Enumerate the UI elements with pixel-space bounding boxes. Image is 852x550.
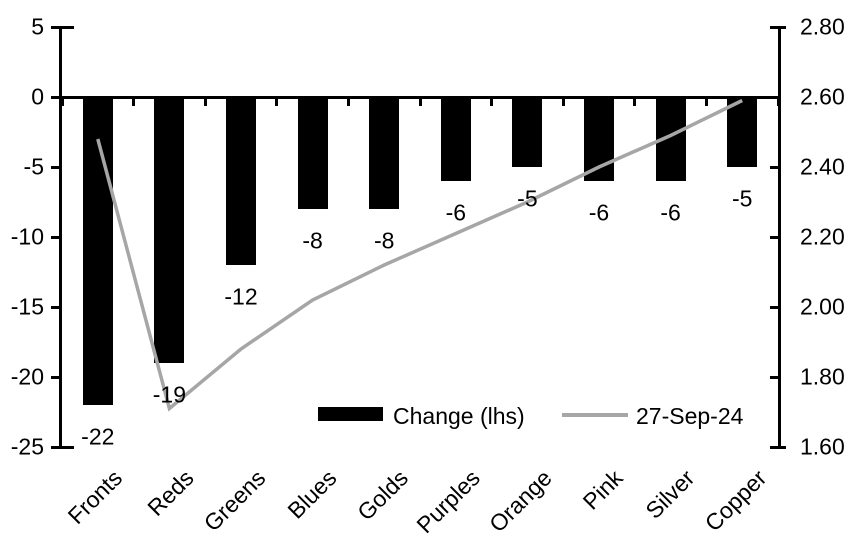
bar-value-label: -12	[224, 283, 258, 310]
right-axis-tick-label: 1.80	[800, 363, 845, 390]
bar-copper	[727, 97, 758, 167]
category-boundary-tick	[633, 98, 637, 106]
left-axis-tick	[51, 25, 74, 29]
left-axis-tick-label: -5	[23, 153, 44, 180]
right-axis-tick	[770, 25, 786, 29]
right-axis-tick	[770, 235, 779, 239]
bar-fronts	[82, 97, 113, 405]
bar-golds	[369, 97, 400, 209]
category-boundary-tick	[490, 98, 494, 106]
bar-value-label: -6	[588, 199, 610, 226]
right-axis-tick	[770, 445, 786, 449]
left-axis-tick	[51, 165, 59, 169]
left-axis-tick-label: 5	[31, 13, 44, 40]
right-axis-tick-label: 1.60	[800, 433, 845, 460]
category-boundary-tick	[704, 98, 708, 106]
category-boundary-tick	[60, 98, 64, 106]
left-axis-tick	[51, 445, 74, 449]
right-axis-tick	[770, 95, 779, 99]
bar-value-label: -5	[731, 185, 753, 212]
bar-blues	[297, 97, 328, 209]
right-axis-tick	[770, 305, 779, 309]
right-y-axis	[778, 26, 781, 448]
zero-x-axis	[62, 95, 781, 99]
left-axis-tick-label: -20	[10, 363, 44, 390]
right-axis-tick	[770, 375, 779, 379]
category-boundary-tick	[776, 98, 780, 106]
category-boundary-tick	[418, 98, 422, 106]
left-axis-tick	[51, 375, 59, 379]
bar-orange	[512, 97, 543, 167]
left-axis-tick	[51, 95, 59, 99]
category-boundary-tick	[132, 98, 136, 106]
category-boundary-tick	[275, 98, 279, 106]
category-boundary-tick	[203, 98, 207, 106]
left-axis-tick-label: -25	[10, 433, 44, 460]
bar-value-label: -6	[660, 199, 681, 226]
right-axis-tick-label: 2.00	[800, 293, 845, 320]
bar-purples	[440, 97, 471, 181]
right-axis-tick-label: 2.40	[800, 153, 845, 180]
left-axis-tick-label: -10	[10, 223, 44, 250]
bar-value-label: -19	[152, 381, 187, 408]
line-series-27-sep-24	[96, 98, 743, 412]
right-axis-tick-label: 2.20	[800, 223, 845, 250]
right-axis-tick-label: 2.80	[800, 13, 845, 40]
category-boundary-tick	[561, 98, 565, 106]
category-boundary-tick	[346, 98, 350, 106]
bar-value-label: -22	[81, 423, 115, 450]
right-axis-tick	[770, 165, 779, 169]
bar-greens	[226, 97, 256, 265]
left-axis-tick	[51, 305, 59, 309]
left-axis-tick-label: -15	[10, 293, 44, 320]
left-axis-tick-label: 0	[31, 83, 44, 110]
right-axis-tick-label: 2.60	[800, 83, 845, 110]
bar-value-label: -5	[517, 185, 538, 212]
left-y-axis	[59, 26, 62, 448]
bar-reds	[154, 97, 185, 363]
bar-value-label: -6	[445, 199, 467, 226]
left-axis-tick	[51, 235, 59, 239]
bar-value-label: -8	[302, 227, 323, 254]
bar-value-label: -8	[373, 227, 395, 254]
